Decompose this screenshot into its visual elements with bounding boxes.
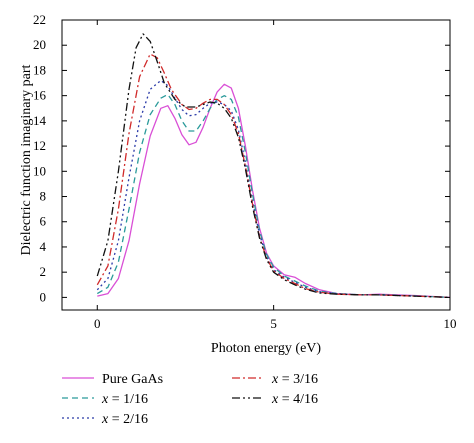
series-line-1: [96, 93, 451, 299]
y-tick-label: 12: [33, 138, 46, 153]
series-line-0: [97, 83, 451, 299]
y-tick-label: 22: [33, 12, 46, 27]
y-tick-label: 2: [40, 264, 47, 279]
series-layer: [96, 33, 451, 299]
y-tick-label: 20: [33, 37, 46, 52]
legend-label-2: x = 2/16: [101, 412, 148, 427]
y-tick-label: 0: [40, 289, 47, 304]
legend-label-4: x = 4/16: [271, 392, 318, 407]
series-line-4: [96, 33, 451, 299]
axes: [61, 19, 451, 311]
legend-label-3: x = 3/16: [271, 372, 318, 387]
x-axis-title: Photon energy (eV): [211, 341, 321, 356]
legend: Pure GaAs x = 1/16 x = 2/16 x = 3/16 x = 4/1…: [62, 372, 318, 427]
y-tick-label: 16: [33, 88, 47, 103]
x-tick-label: 0: [94, 316, 101, 331]
legend-label-0: Pure GaAs: [102, 372, 163, 387]
y-tick-label: 10: [33, 163, 46, 178]
y-tick-label: 4: [40, 239, 47, 254]
series-line-3: [96, 53, 451, 299]
y-tick-label: 8: [40, 189, 47, 204]
x-tick-label: 10: [444, 316, 457, 331]
y-axis-title: Dielectric function imaginary part: [19, 64, 34, 255]
ticks: 0 5 10 0 2 4 6 8 10 12 14 16 18 20 22: [33, 12, 457, 331]
y-tick-label: 6: [40, 214, 47, 229]
x-tick-label: 5: [270, 316, 277, 331]
plot-frame: [61, 19, 451, 311]
legend-label-1: x = 1/16: [101, 392, 148, 407]
y-tick-label: 18: [33, 62, 46, 77]
y-tick-label: 14: [33, 113, 47, 128]
